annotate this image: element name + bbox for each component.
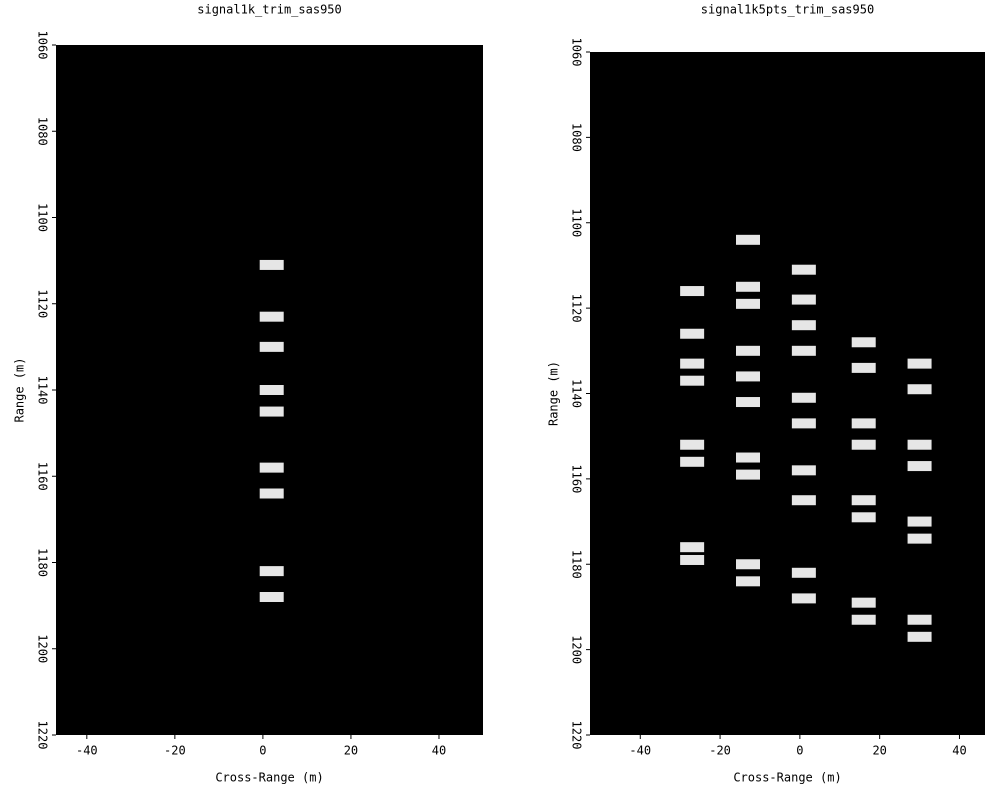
y-tick-label: 1180 bbox=[570, 550, 584, 579]
scatterer bbox=[680, 542, 705, 553]
scatterer bbox=[791, 264, 816, 275]
scatterer bbox=[259, 566, 284, 577]
scatterer bbox=[851, 418, 876, 429]
scatterer bbox=[736, 452, 760, 463]
scatterer bbox=[907, 516, 932, 527]
scatterer bbox=[680, 375, 705, 386]
x-tick-label: 20 bbox=[872, 744, 886, 758]
scatterer bbox=[851, 614, 876, 625]
y-axis-label: Range (m) bbox=[13, 357, 27, 422]
scatterer bbox=[791, 567, 816, 578]
scatterer bbox=[680, 358, 705, 369]
y-tick-label: 1080 bbox=[570, 123, 584, 152]
y-tick-label: 1160 bbox=[36, 462, 50, 491]
x-tick-label: -40 bbox=[629, 744, 651, 758]
y-tick-label: 1160 bbox=[570, 464, 584, 493]
x-tick-label: 20 bbox=[344, 744, 358, 758]
scatterer bbox=[259, 259, 284, 270]
scatterer bbox=[791, 418, 816, 429]
scatterer bbox=[791, 392, 816, 403]
x-tick-label: 40 bbox=[952, 744, 966, 758]
scatterer bbox=[259, 385, 284, 395]
scatterer bbox=[851, 439, 876, 450]
scatterer bbox=[907, 461, 932, 472]
scatterer bbox=[851, 512, 876, 523]
scatterer bbox=[907, 533, 932, 544]
chart-title: signal1k5pts_trim_sas950 bbox=[701, 3, 874, 17]
scatterer bbox=[791, 593, 816, 604]
scatterer bbox=[791, 294, 816, 305]
scatterer bbox=[851, 362, 876, 373]
x-tick-label: 0 bbox=[796, 744, 803, 758]
scatterer bbox=[680, 554, 705, 565]
y-tick-label: 1060 bbox=[570, 38, 584, 67]
scatterer bbox=[680, 328, 705, 339]
scatterer bbox=[907, 439, 932, 450]
y-tick-label: 1200 bbox=[36, 634, 50, 663]
scatterer bbox=[791, 495, 816, 506]
x-tick-label: -20 bbox=[164, 744, 186, 758]
scatterer bbox=[736, 281, 760, 292]
scatterer bbox=[851, 597, 876, 608]
y-tick-label: 1140 bbox=[570, 379, 584, 408]
scatterer bbox=[736, 345, 760, 356]
x-axis-label: Cross-Range (m) bbox=[215, 771, 323, 785]
y-tick-label: 1120 bbox=[570, 294, 584, 323]
scatterer bbox=[736, 397, 760, 408]
scatterer bbox=[680, 286, 705, 297]
scatterer bbox=[851, 495, 876, 506]
x-tick-label: 40 bbox=[432, 744, 446, 758]
y-tick-label: 1100 bbox=[36, 203, 50, 232]
scatterer bbox=[736, 371, 760, 382]
y-tick-label: 1100 bbox=[570, 208, 584, 237]
scatterer bbox=[259, 462, 284, 473]
scatterer bbox=[680, 439, 705, 450]
y-tick-label: 1180 bbox=[36, 548, 50, 577]
scatterer bbox=[736, 234, 760, 245]
scatterer bbox=[259, 488, 284, 499]
scatterer bbox=[680, 456, 705, 467]
y-tick-label: 1140 bbox=[36, 376, 50, 405]
scatterer bbox=[736, 576, 760, 587]
y-tick-label: 1080 bbox=[36, 117, 50, 146]
scatterer bbox=[907, 384, 932, 395]
y-tick-label: 1200 bbox=[570, 635, 584, 664]
chart-title: signal1k_trim_sas950 bbox=[197, 3, 342, 17]
scatterer bbox=[851, 337, 876, 348]
scatterer bbox=[736, 298, 760, 309]
scatterer bbox=[791, 320, 816, 331]
scatterer bbox=[259, 341, 284, 352]
scatterer bbox=[259, 406, 284, 417]
scatterer bbox=[791, 345, 816, 356]
y-tick-label: 1120 bbox=[36, 289, 50, 318]
x-axis-label: Cross-Range (m) bbox=[733, 771, 841, 785]
x-tick-label: -40 bbox=[76, 744, 98, 758]
y-tick-label: 1220 bbox=[36, 721, 50, 750]
scatterer bbox=[907, 614, 932, 625]
scatterer bbox=[736, 469, 760, 480]
scatterer bbox=[736, 559, 760, 570]
y-tick-label: 1220 bbox=[570, 721, 584, 750]
scatterer bbox=[791, 465, 816, 476]
scatterer bbox=[259, 592, 284, 602]
scatterer bbox=[907, 631, 932, 642]
x-tick-label: -20 bbox=[709, 744, 731, 758]
x-tick-label: 0 bbox=[259, 744, 266, 758]
y-axis-label: Range (m) bbox=[547, 361, 561, 426]
scatterer bbox=[259, 311, 284, 322]
scatterer bbox=[907, 358, 932, 369]
y-tick-label: 1060 bbox=[36, 31, 50, 60]
